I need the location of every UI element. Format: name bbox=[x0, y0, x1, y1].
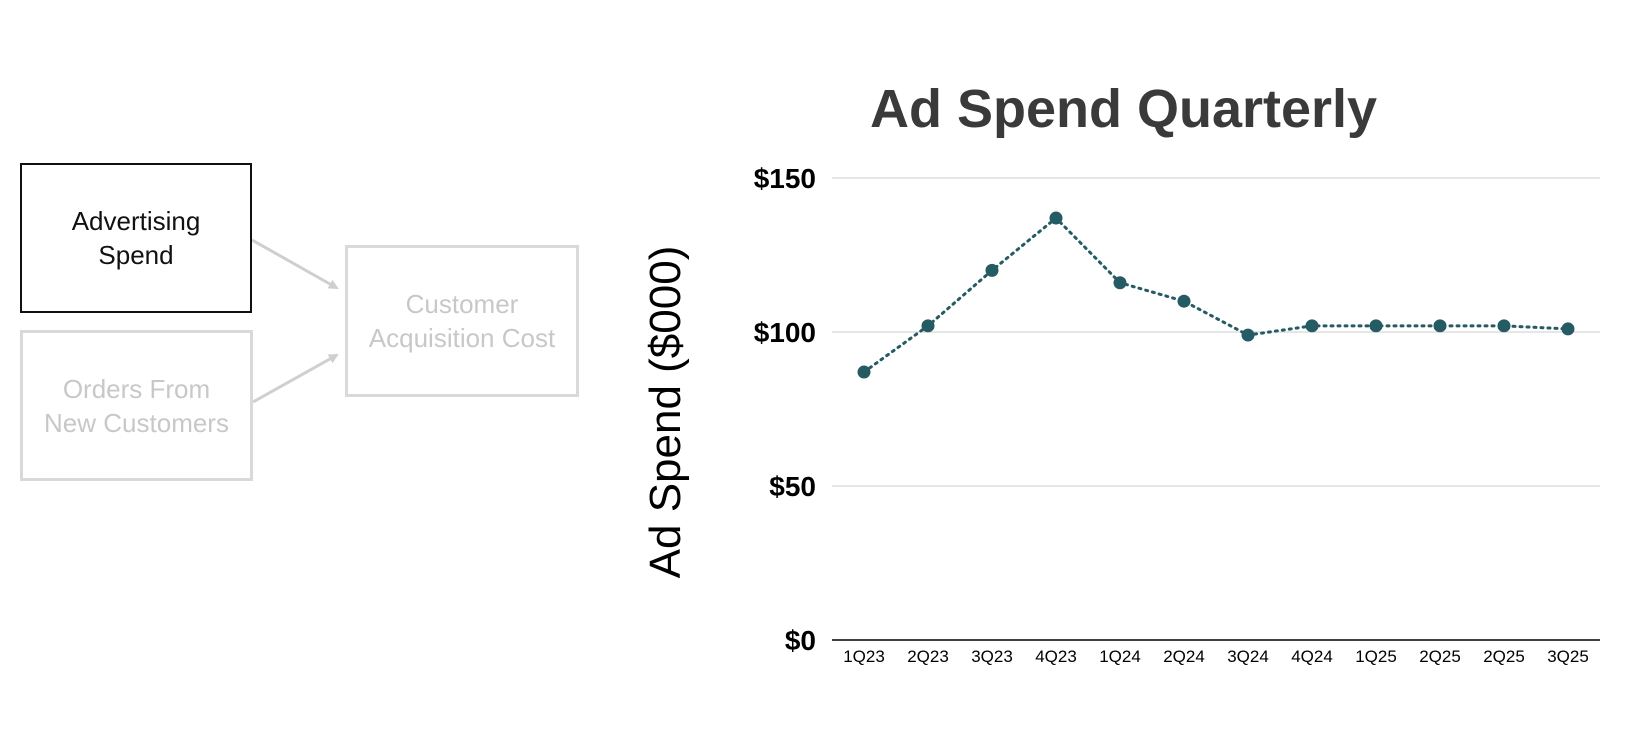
series-line bbox=[862, 216, 1570, 374]
data-point-3q24 bbox=[1241, 328, 1255, 342]
data-point-1q23 bbox=[857, 365, 871, 379]
data-point-2q23 bbox=[921, 319, 935, 333]
data-point-2q25 bbox=[1497, 319, 1511, 333]
data-point-4q24 bbox=[1305, 319, 1319, 333]
x-tick-label: 2Q25 bbox=[1483, 647, 1525, 666]
x-tick-label: 1Q24 bbox=[1099, 647, 1141, 666]
x-tick-label: 1Q25 bbox=[1355, 647, 1397, 666]
y-tick-label: $50 bbox=[769, 471, 816, 502]
x-tick-label: 4Q24 bbox=[1291, 647, 1333, 666]
x-tick-label: 2Q24 bbox=[1163, 647, 1205, 666]
data-point-3q25 bbox=[1561, 322, 1575, 336]
data-point-3q23 bbox=[985, 263, 999, 277]
y-tick-label: $150 bbox=[754, 163, 816, 194]
data-point-1q24 bbox=[1113, 276, 1127, 290]
x-tick-label: 2Q25 bbox=[1419, 647, 1461, 666]
data-point-2q24 bbox=[1177, 294, 1191, 308]
node-advertising-spend[interactable]: Advertising Spend bbox=[20, 163, 252, 313]
diagram-connectors bbox=[251, 238, 339, 404]
arrow-adspend-to-cac bbox=[251, 238, 339, 290]
x-tick-label: 1Q23 bbox=[843, 647, 885, 666]
data-point-2q25 bbox=[1433, 319, 1447, 333]
y-tick-label: $100 bbox=[754, 317, 816, 348]
x-tick-label: 2Q23 bbox=[907, 647, 949, 666]
x-tick-label: 3Q23 bbox=[971, 647, 1013, 666]
x-tick-label: 3Q24 bbox=[1227, 647, 1269, 666]
driver-diagram: Advertising Spend Orders From New Custom… bbox=[0, 0, 600, 736]
chart-title: Ad Spend Quarterly bbox=[870, 79, 1378, 139]
x-tick-label: 4Q23 bbox=[1035, 647, 1077, 666]
node-customer-acquisition-cost[interactable]: Customer Acquisition Cost bbox=[345, 245, 579, 397]
node-orders-from-new-customers[interactable]: Orders From New Customers bbox=[20, 330, 253, 481]
data-point-1q25 bbox=[1369, 319, 1383, 333]
data-point-4q23 bbox=[1049, 211, 1063, 225]
arrow-orders-to-cac bbox=[252, 353, 339, 404]
y-tick-label: $0 bbox=[785, 625, 816, 656]
x-tick-label: 3Q25 bbox=[1547, 647, 1589, 666]
